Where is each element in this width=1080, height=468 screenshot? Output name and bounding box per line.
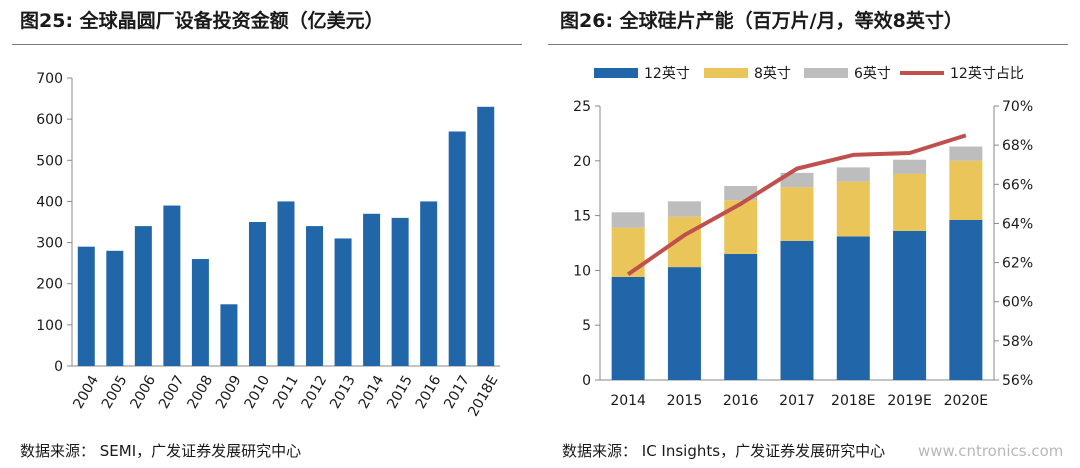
wafer-capacity-chart: 12英寸 8英寸 6英寸 12英寸占比 0 5 10 15 20 25 56% 58% 60% 62% 64…	[573, 65, 1033, 409]
x-tick-label: 2007	[156, 373, 188, 412]
x-tick-label: 2019E	[887, 393, 931, 409]
x-tick-label: 2008	[184, 373, 216, 412]
x-tick-label: 2014	[610, 393, 646, 409]
bar-segment-12英寸-2016	[724, 253, 758, 380]
bar-2010	[248, 222, 266, 366]
left-chart-title: 图25: 全球晶圆厂设备投资金额（亿美元）	[20, 10, 384, 32]
y-tick-label: 0	[54, 359, 63, 375]
bar-segment-6英寸-2015	[667, 201, 701, 217]
y2-tick-label: 60%	[1002, 295, 1033, 311]
bar-2015	[391, 217, 409, 366]
x-tick-label: 2013	[327, 373, 359, 412]
left-title-rule	[12, 44, 522, 45]
bar-segment-8英寸-2014	[611, 227, 645, 277]
y2-tick-label: 64%	[1002, 216, 1033, 232]
legend-label: 12英寸	[644, 65, 690, 82]
bar-segment-8英寸-2020E	[949, 160, 983, 220]
bar-2004	[77, 246, 95, 366]
y2-tick-label: 70%	[1002, 99, 1033, 115]
bar-segment-12英寸-2015	[667, 267, 701, 380]
bar-segment-12英寸-2017	[780, 240, 814, 380]
x-tick-label: 2018E	[831, 393, 875, 409]
x-tick-label: 2017	[779, 393, 815, 409]
bar-2011	[277, 201, 295, 366]
x-tick-label: 2006	[127, 373, 159, 412]
bar-2014	[363, 213, 381, 366]
x-tick-label: 2012	[299, 373, 331, 412]
left-source-note: 数据来源： SEMI，广发证券发展研究中心	[20, 442, 302, 460]
bar-2017	[448, 131, 466, 366]
y2-tick-label: 66%	[1002, 177, 1033, 193]
bar-2012	[306, 226, 324, 366]
x-tick-label: 2011	[270, 373, 302, 412]
x-tick-label: 2005	[99, 373, 131, 412]
legend-label: 6英寸	[854, 65, 891, 82]
y-tick-label: 15	[573, 209, 591, 225]
right-source-note: 数据来源： IC Insights，广发证券发展研究中心	[562, 442, 886, 460]
x-tick-label: 2014	[356, 373, 388, 412]
legend-swatch-6英寸	[804, 68, 848, 78]
legend-label: 12英寸占比	[950, 65, 1024, 82]
bar-segment-6英寸-2014	[611, 212, 645, 228]
y-tick-label: 100	[36, 318, 63, 334]
x-tick-label: 2015	[384, 373, 416, 412]
x-tick-label: 2016	[723, 393, 759, 409]
x-tick-label: 2004	[70, 373, 102, 412]
y-tick-label: 10	[573, 263, 591, 279]
equipment-investment-chart: 0100200300400500600700200420052006200720…	[36, 71, 501, 419]
bar-2006	[134, 226, 152, 366]
bar-2013	[334, 238, 352, 366]
bar-segment-6英寸-2020E	[949, 146, 983, 161]
legend-swatch-8英寸	[704, 68, 748, 78]
y-tick-label: 0	[582, 373, 591, 389]
y-tick-label: 25	[573, 99, 591, 115]
right-title-rule	[548, 44, 1068, 45]
bar-2018E	[477, 106, 495, 367]
legend-swatch-12英寸	[594, 68, 638, 78]
x-tick-label: 2016	[413, 373, 445, 412]
bar-2009	[220, 304, 238, 366]
bar-segment-8英寸-2019E	[893, 173, 927, 231]
y-tick-label: 700	[36, 71, 63, 87]
bar-2008	[191, 259, 209, 366]
bar-2016	[420, 201, 438, 366]
bar-segment-12英寸-2020E	[949, 219, 983, 380]
bar-2007	[163, 205, 181, 366]
y-tick-label: 200	[36, 277, 63, 293]
line-series-12inch-share	[627, 133, 967, 276]
y2-tick-label: 68%	[1002, 138, 1033, 154]
y2-tick-label: 56%	[1002, 373, 1033, 389]
y-tick-label: 500	[36, 153, 63, 169]
y2-tick-label: 58%	[1002, 334, 1033, 350]
y-tick-label: 400	[36, 194, 63, 210]
bar-segment-12英寸-2019E	[893, 230, 927, 380]
bar-segment-12英寸-2014	[611, 276, 645, 380]
bar-segment-8英寸-2018E	[836, 181, 870, 237]
bar-segment-6英寸-2018E	[836, 167, 870, 182]
watermark-text: www.cntronics.com	[918, 442, 1064, 460]
y-tick-label: 300	[36, 236, 63, 252]
right-chart-title: 图26: 全球硅片产能（百万片/月，等效8英寸）	[560, 10, 963, 32]
x-tick-label: 2010	[242, 373, 274, 412]
x-tick-label: 2009	[213, 373, 245, 412]
bar-segment-6英寸-2017	[780, 172, 814, 188]
legend-label: 8英寸	[754, 65, 791, 82]
bar-2005	[106, 250, 124, 366]
x-tick-label: 2020E	[944, 393, 988, 409]
y-tick-label: 20	[573, 154, 591, 170]
bar-segment-8英寸-2017	[780, 187, 814, 241]
y2-tick-label: 62%	[1002, 256, 1033, 272]
y-tick-label: 5	[582, 318, 591, 334]
y-tick-label: 600	[36, 112, 63, 128]
x-tick-label: 2015	[667, 393, 703, 409]
bar-segment-6英寸-2019E	[893, 159, 927, 174]
bar-segment-12英寸-2018E	[836, 236, 870, 380]
